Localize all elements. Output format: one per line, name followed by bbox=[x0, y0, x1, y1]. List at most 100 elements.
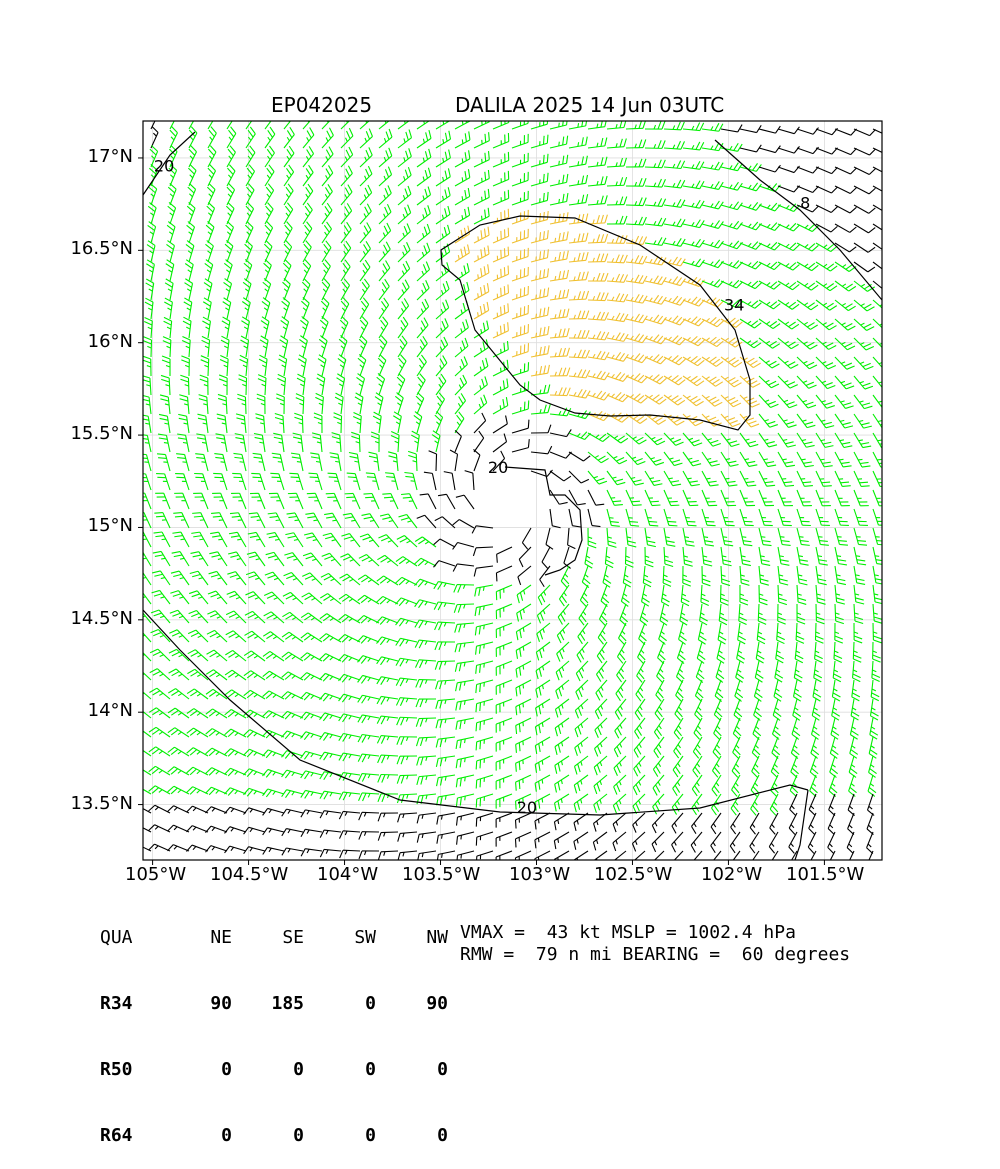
wind-barb bbox=[415, 537, 436, 547]
wind-barb bbox=[694, 718, 702, 739]
wind-barb bbox=[537, 604, 550, 623]
wind-barb bbox=[664, 509, 677, 526]
wind-barb bbox=[432, 431, 440, 452]
wind-barb bbox=[148, 222, 156, 243]
wind-barb bbox=[417, 832, 436, 843]
wind-barb bbox=[660, 604, 668, 625]
wind-barb bbox=[398, 167, 411, 186]
wind-barb bbox=[148, 203, 156, 224]
wind-barb bbox=[778, 604, 786, 624]
wind-barb bbox=[496, 566, 512, 581]
wind-barb bbox=[216, 434, 227, 452]
wind-barb bbox=[377, 555, 398, 566]
wind-barb bbox=[189, 146, 197, 167]
wind-barb bbox=[360, 204, 371, 224]
wind-barb bbox=[594, 775, 607, 794]
wind-barb bbox=[721, 202, 742, 210]
wind-barb bbox=[379, 317, 388, 338]
cell-sw: 0 bbox=[304, 1125, 376, 1147]
wind-barb bbox=[750, 832, 759, 853]
wind-barb bbox=[207, 611, 227, 623]
wind-barb bbox=[497, 547, 512, 563]
wind-barb bbox=[224, 260, 232, 281]
wind-barb bbox=[816, 357, 836, 369]
wind-barb bbox=[721, 241, 743, 249]
wind-barb bbox=[163, 337, 171, 357]
wind-barb bbox=[398, 813, 417, 822]
wind-barb bbox=[262, 769, 284, 777]
wind-barb bbox=[512, 115, 528, 129]
wind-barb bbox=[569, 137, 587, 148]
wind-barb bbox=[854, 224, 875, 233]
wind-barb bbox=[550, 251, 568, 262]
wind-barb bbox=[778, 452, 795, 467]
wind-barb bbox=[437, 794, 455, 805]
wind-barb bbox=[188, 164, 196, 186]
wind-barb bbox=[456, 495, 474, 509]
wind-barb bbox=[759, 262, 780, 270]
wind-barb bbox=[377, 657, 398, 665]
wind-barb bbox=[519, 547, 531, 567]
wind-barb bbox=[264, 592, 284, 604]
wind-barb bbox=[156, 474, 170, 490]
wind-barb bbox=[217, 414, 227, 433]
wind-barb bbox=[835, 129, 857, 135]
wind-barb bbox=[512, 362, 529, 376]
wind-barb bbox=[756, 642, 764, 663]
wind-barb bbox=[398, 242, 410, 262]
wind-barb bbox=[165, 279, 173, 300]
wind-barb bbox=[512, 229, 528, 243]
wind-barb bbox=[642, 585, 650, 606]
wind-barb bbox=[536, 699, 550, 716]
wind-barb bbox=[721, 182, 742, 190]
wind-barb bbox=[378, 775, 398, 783]
wind-barb bbox=[664, 355, 685, 364]
wind-barb bbox=[359, 335, 367, 357]
x-tick-label: 104.5°W bbox=[210, 864, 288, 885]
wind-barb bbox=[574, 775, 588, 793]
wind-barb bbox=[339, 734, 360, 742]
wind-barb bbox=[339, 792, 360, 800]
wind-barb bbox=[626, 471, 644, 485]
wind-barb bbox=[740, 319, 761, 328]
wind-barb bbox=[672, 832, 683, 852]
wind-barb bbox=[759, 528, 771, 546]
wind-barb bbox=[283, 259, 291, 281]
wind-barb bbox=[284, 203, 293, 224]
wind-barb bbox=[740, 145, 761, 152]
wind-barb bbox=[816, 509, 830, 525]
wind-barb bbox=[359, 832, 379, 840]
wind-barb bbox=[516, 699, 531, 715]
wind-barb bbox=[816, 281, 837, 291]
y-tick-label: 15.5°N bbox=[3, 423, 133, 444]
y-tick-label: 17°N bbox=[3, 146, 133, 167]
wind-barb bbox=[555, 699, 569, 717]
wind-barb bbox=[436, 206, 450, 224]
wind-barb bbox=[531, 135, 548, 148]
wind-barb bbox=[140, 415, 151, 433]
wind-barb bbox=[130, 727, 151, 737]
wind-barb bbox=[282, 672, 303, 680]
wind-barb bbox=[339, 635, 360, 643]
wind-barb bbox=[808, 832, 816, 853]
contour-label: 20 bbox=[488, 458, 508, 477]
wind-barb bbox=[298, 355, 306, 376]
wind-barb bbox=[435, 661, 455, 670]
wind-barb bbox=[378, 813, 398, 821]
wind-barb bbox=[778, 146, 799, 153]
wind-barb bbox=[531, 326, 549, 338]
wind-barb bbox=[735, 680, 743, 701]
wind-barb bbox=[415, 640, 436, 648]
wind-barb bbox=[131, 668, 151, 680]
header-ne: NE bbox=[160, 927, 232, 949]
wind-barb bbox=[531, 288, 549, 300]
wind-barb bbox=[835, 167, 857, 174]
wind-barb bbox=[512, 134, 528, 148]
wind-barb bbox=[208, 127, 216, 148]
wind-barb bbox=[854, 604, 863, 624]
wind-barb bbox=[191, 552, 208, 566]
wind-barb bbox=[797, 128, 818, 135]
wind-barb bbox=[580, 585, 588, 606]
wind-barb bbox=[854, 547, 866, 565]
wind-barb bbox=[208, 591, 227, 604]
